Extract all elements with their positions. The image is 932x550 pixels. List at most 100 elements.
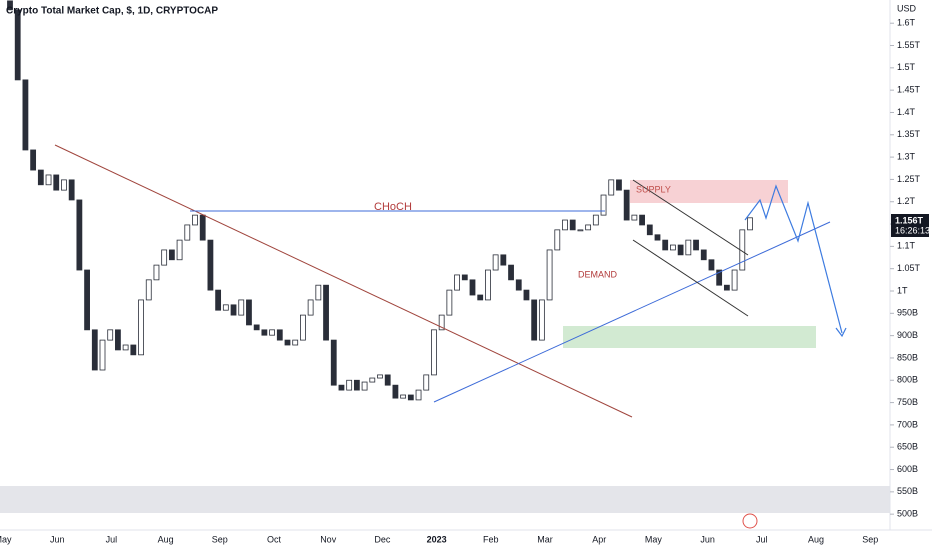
candle-body [523, 289, 530, 301]
candle-body [246, 299, 252, 326]
candle-body [315, 284, 322, 301]
candle-body [538, 299, 545, 341]
candle-body [731, 269, 738, 291]
candle-body [61, 179, 67, 191]
candle-body [469, 279, 476, 296]
candle-body [323, 284, 329, 341]
candle-body [392, 384, 399, 399]
candle-body [130, 344, 137, 356]
y-tick-label: 1.3T [897, 151, 916, 161]
y-tick-label: 550B [897, 486, 918, 496]
candle-body [307, 299, 314, 316]
y-axis: 1.6T 1.55T 1.5T 1.45T 1.4T 1.35T 1.3T 1.25T 1.2T… [890, 18, 921, 519]
candle-body [423, 374, 430, 391]
candle-body [485, 269, 491, 301]
x-tick-label: Nov [320, 534, 337, 544]
candle-body [53, 174, 60, 191]
axis-unit: USD [897, 3, 917, 13]
x-tick-label: Dec [374, 534, 391, 544]
candle-body [461, 274, 468, 281]
candle-body [407, 394, 414, 401]
y-tick-label: 1.4T [897, 107, 916, 117]
candle-body [222, 304, 229, 311]
candle-body [577, 229, 584, 232]
candle-body [68, 179, 75, 201]
candle-body [261, 329, 268, 336]
candle-body [76, 199, 83, 271]
candle-body [84, 269, 90, 331]
projection-path [744, 184, 843, 334]
candle-body [454, 274, 460, 291]
candle-body [138, 299, 144, 356]
candle-body [531, 299, 538, 341]
candle-body [122, 344, 129, 351]
y-tick-label: 1.5T [897, 62, 916, 72]
candle-body [176, 239, 183, 261]
candle-body [238, 299, 245, 316]
y-tick-label: 1.45T [897, 85, 921, 95]
y-tick-label: 900B [897, 330, 918, 340]
candle-body [654, 234, 661, 241]
x-tick-label: Sep [212, 534, 228, 544]
candle-body [631, 214, 638, 221]
candle-body [639, 214, 645, 226]
candle-body [377, 374, 383, 379]
x-tick-label: Feb [483, 534, 499, 544]
candle-body [693, 239, 699, 251]
y-tick-label: 800B [897, 375, 918, 385]
candle-body [37, 169, 44, 186]
candle-body [492, 254, 499, 271]
candle-body [608, 179, 615, 196]
chart-title: Crypto Total Market Cap, $, 1D, CRYPTOCA… [6, 6, 218, 17]
y-tick-label: 600B [897, 464, 918, 474]
supply-label: SUPPLY [636, 184, 671, 194]
candle-body [7, 0, 13, 11]
volume-pane [0, 486, 890, 513]
y-tick-label: 850B [897, 352, 918, 362]
candle-body [708, 259, 715, 271]
candle-body [184, 224, 191, 241]
candle-body [161, 249, 168, 266]
candle-body [554, 229, 561, 251]
candles [7, 0, 753, 401]
candle-body [284, 339, 291, 346]
candle-body [253, 324, 260, 331]
x-axis: May Jun Jul Aug Sep Oct Nov Dec 2023 Feb Mar Apr May… [0, 534, 878, 544]
candle-body [276, 329, 283, 341]
candle-body [716, 269, 723, 286]
candle-body [192, 214, 198, 226]
x-tick-label: Aug [158, 534, 174, 544]
candle-body [199, 214, 206, 241]
candle-body [508, 264, 514, 281]
alert-icon[interactable] [742, 513, 758, 529]
x-tick-label: Oct [267, 534, 282, 544]
x-tick-label: Jul [106, 534, 118, 544]
candle-body [600, 194, 607, 216]
candle-body [91, 329, 98, 371]
candle-body [677, 244, 684, 256]
candle-body [300, 314, 306, 341]
candle-body [400, 394, 407, 399]
y-tick-label: 1.1T [897, 241, 916, 251]
candle-body [585, 224, 592, 231]
projection-arrow [835, 327, 847, 338]
candle-body [685, 239, 692, 256]
x-tick-label: May [0, 534, 12, 544]
candle-body [269, 329, 275, 336]
candle-body [14, 9, 21, 81]
y-tick-label: 1.55T [897, 40, 921, 50]
candle-body [700, 249, 707, 261]
candle-body [438, 314, 445, 331]
y-tick-label: 1.35T [897, 129, 921, 139]
candle-body [415, 389, 422, 401]
candle-body [723, 284, 730, 291]
candle-body [569, 219, 576, 231]
candle-body [562, 219, 568, 231]
candle-body [346, 379, 353, 391]
x-tick-label: Sep [862, 534, 878, 544]
candle-body [515, 279, 522, 291]
candle-body [477, 294, 484, 301]
trendline-up [433, 221, 831, 403]
candle-body [353, 379, 360, 391]
